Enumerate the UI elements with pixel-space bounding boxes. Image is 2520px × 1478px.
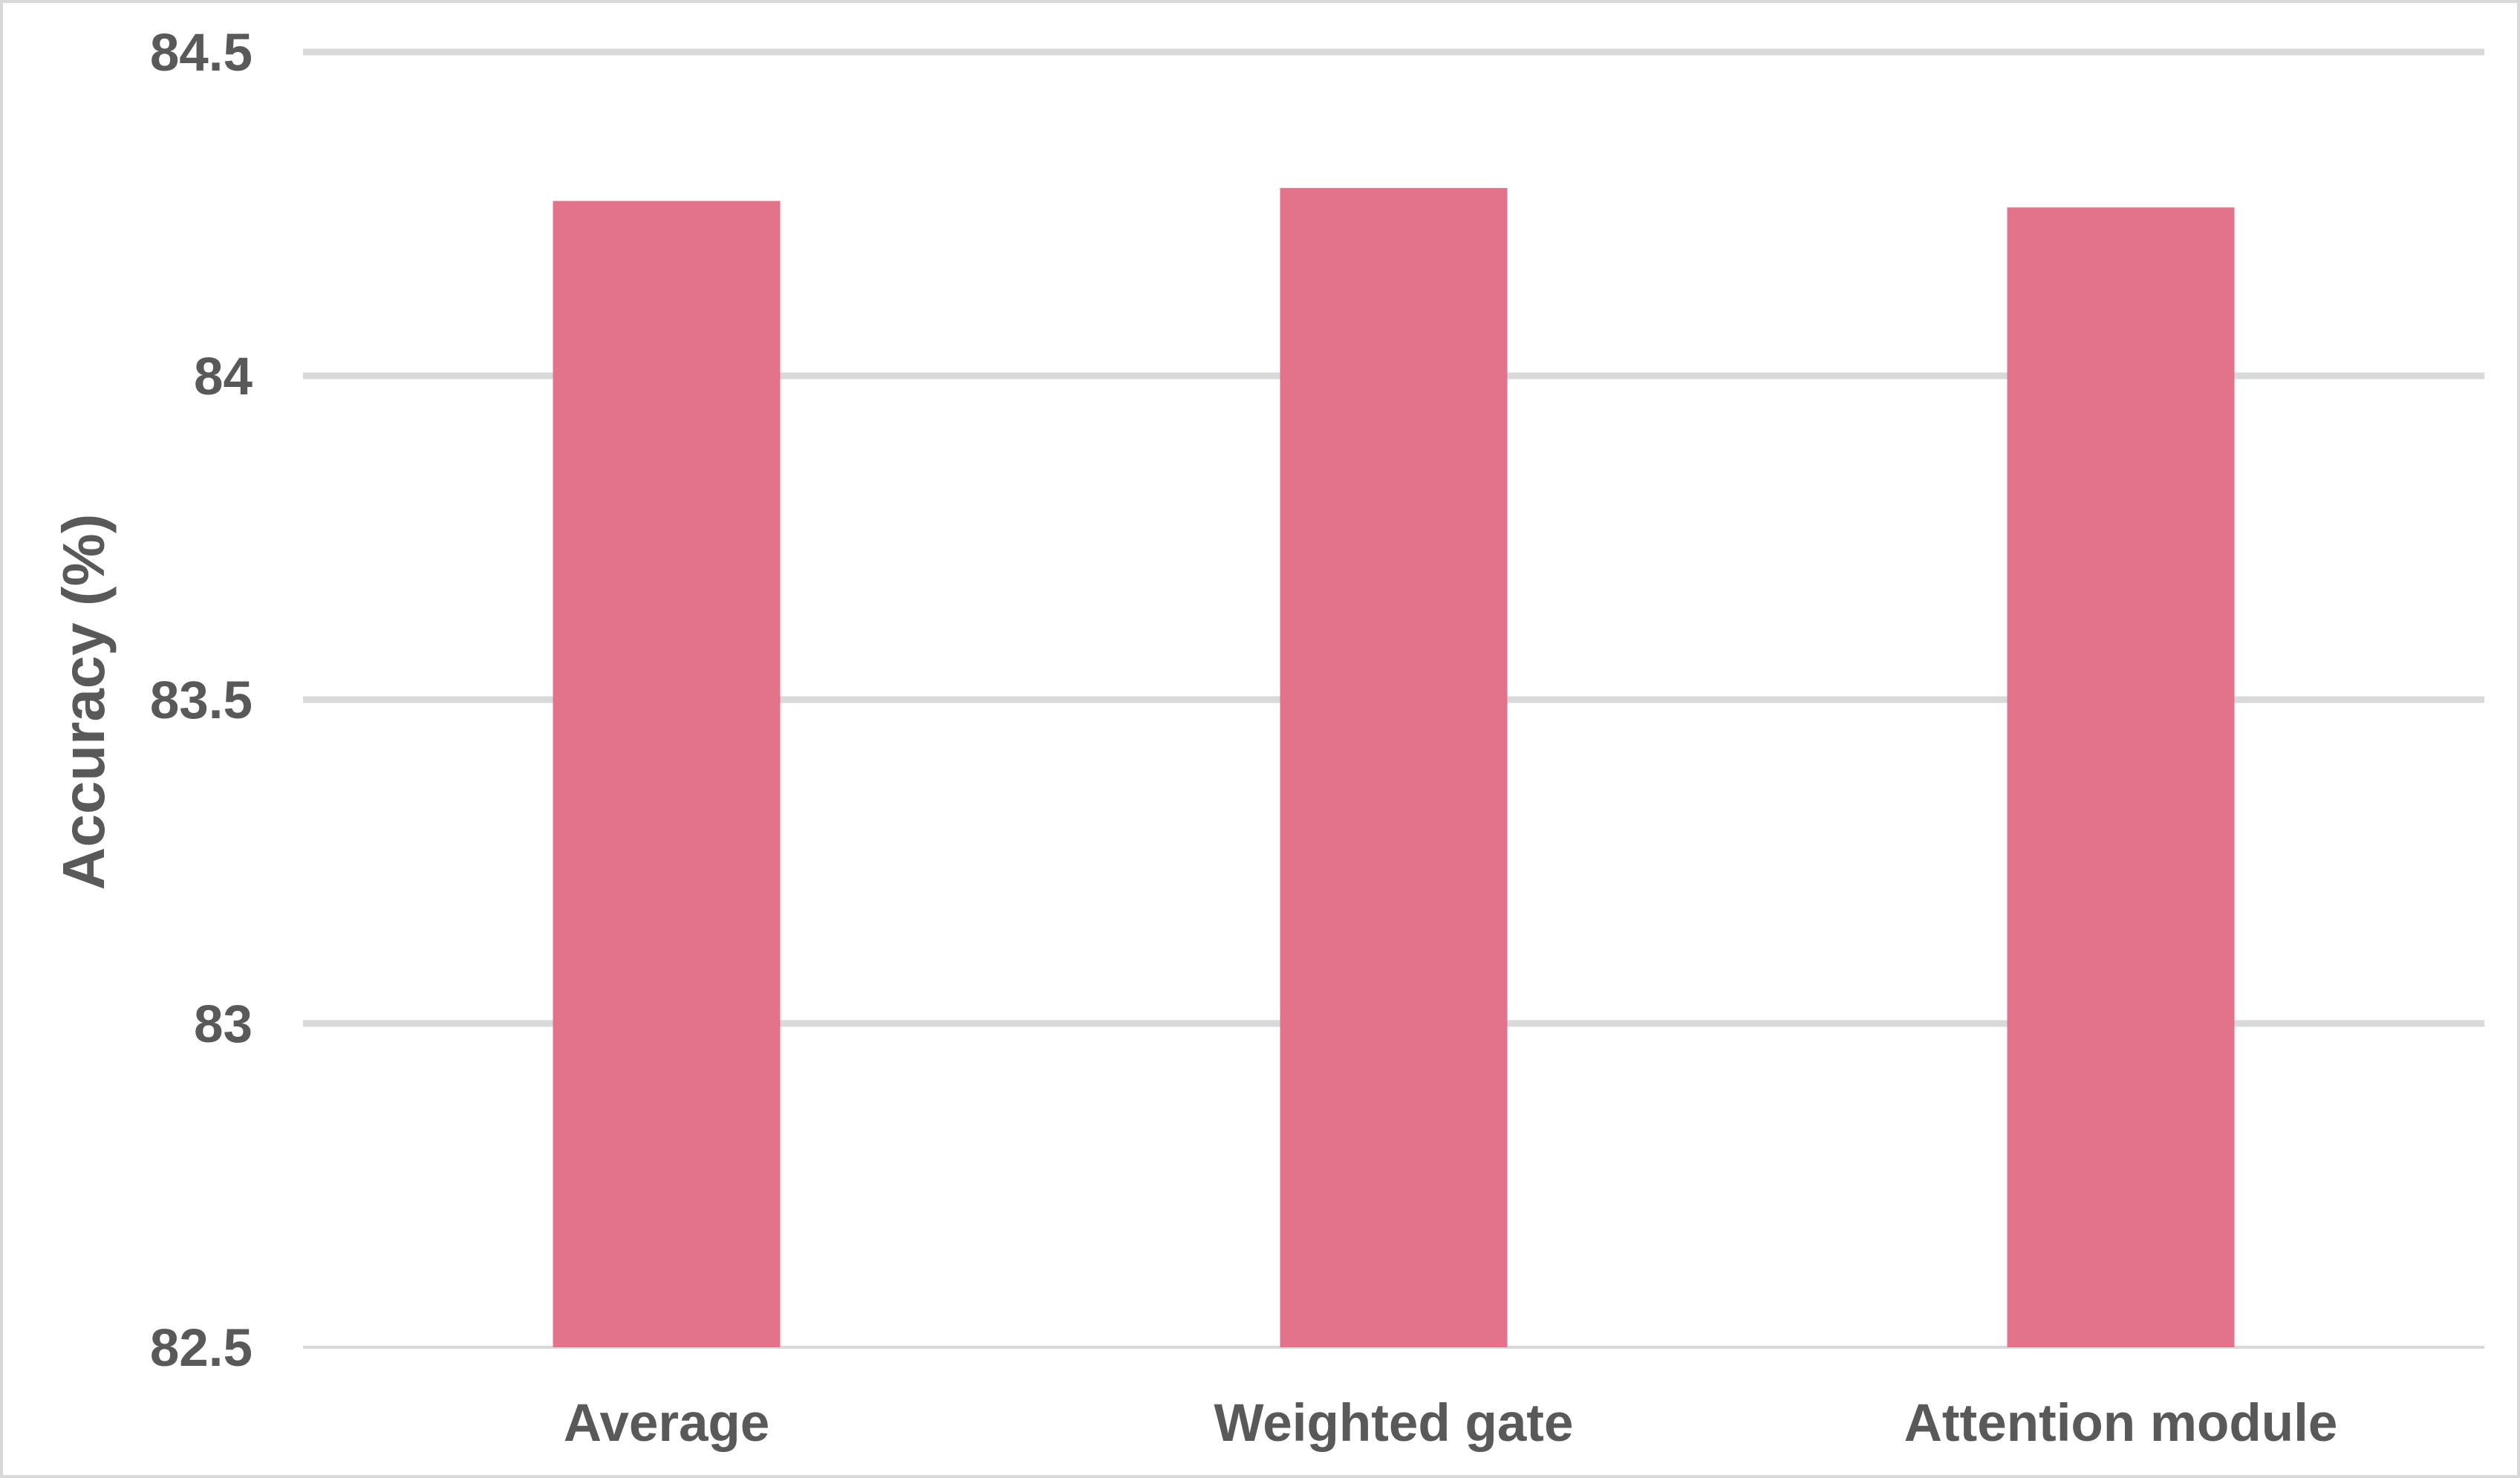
- y-tick-label: 83.5: [150, 671, 253, 730]
- bar: [1280, 188, 1508, 1347]
- y-tick-label: 84.5: [150, 24, 253, 82]
- bar: [2007, 207, 2235, 1347]
- y-tick-label: 84: [194, 348, 253, 406]
- y-tick-label: 83: [194, 995, 253, 1054]
- x-tick-label: Weighted gate: [1214, 1394, 1574, 1453]
- x-tick-label: Average: [564, 1394, 770, 1453]
- y-tick-label: 82.5: [150, 1319, 253, 1378]
- y-tick-labels: 82.5 83 83.5 84 84.5: [150, 24, 253, 1378]
- bar: [553, 201, 781, 1347]
- bars: [553, 188, 2235, 1347]
- x-tick-labels: Average Weighted gate Attention module: [564, 1394, 2338, 1453]
- x-tick-label: Attention module: [1904, 1394, 2338, 1453]
- y-axis-title: Accuracy (%): [51, 514, 117, 891]
